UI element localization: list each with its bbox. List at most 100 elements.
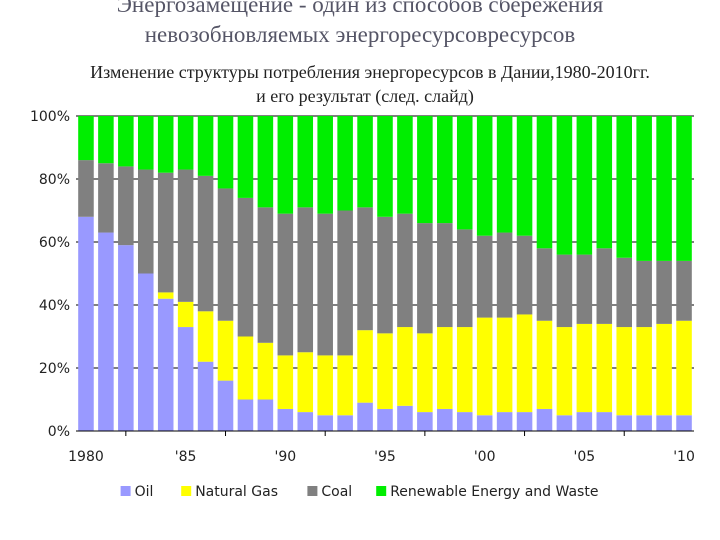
bar-segment-coal-1982 (118, 166, 134, 246)
bar-segment-renewable-energy-and-waste-1991 (297, 116, 314, 208)
bar-segment-oil-2006 (596, 412, 613, 431)
bar-segment-renewable-energy-and-waste-1984 (157, 116, 174, 173)
bar-segment-natural-gas-2010 (676, 320, 692, 416)
bar-segment-natural-gas-2008 (636, 327, 652, 416)
bar-segment-oil-2007 (616, 415, 633, 431)
bar-segment-renewable-energy-and-waste-1981 (98, 116, 114, 164)
legend-label: Coal (321, 484, 352, 500)
bar-segment-natural-gas-1994 (357, 330, 373, 403)
bar-segment-oil-1989 (257, 399, 274, 431)
bar-segment-natural-gas-1999 (456, 327, 473, 413)
bar-segment-oil-2004 (556, 415, 573, 431)
bar-segment-natural-gas-1989 (257, 342, 274, 400)
bar-segment-coal-2007 (616, 257, 633, 328)
legend-swatch (181, 486, 192, 496)
bar-segment-coal-2009 (656, 260, 672, 324)
bar-segment-coal-2004 (556, 254, 573, 328)
bar-segment-oil-2000 (476, 415, 493, 431)
bar-segment-renewable-energy-and-waste-1989 (257, 116, 274, 208)
bar-segment-natural-gas-2001 (496, 317, 513, 413)
bar-segment-oil-1996 (397, 405, 413, 431)
bar-segment-renewable-energy-and-waste-1982 (118, 116, 134, 167)
bar-segment-natural-gas-2007 (616, 327, 633, 416)
bar-segment-oil-1995 (377, 408, 393, 431)
bar-segment-coal-1987 (217, 188, 234, 321)
bar-segment-renewable-energy-and-waste-1990 (277, 116, 294, 214)
bar-segment-coal-1989 (257, 207, 274, 343)
bar-segment-coal-1991 (297, 207, 314, 353)
x-tick-label: '90 (274, 449, 296, 465)
y-tick-label: 80% (39, 172, 70, 188)
y-tick-label: 0% (48, 424, 70, 440)
legend-label: Natural Gas (195, 484, 278, 500)
bar-segment-natural-gas-1995 (377, 333, 393, 409)
bar-segment-coal-2001 (496, 232, 513, 318)
bar-segment-oil-1991 (297, 412, 314, 431)
x-tick-label: '00 (474, 449, 496, 465)
bar-segment-renewable-energy-and-waste-1985 (177, 116, 194, 170)
bar-segment-coal-2008 (636, 260, 652, 328)
bar-segment-coal-1992 (317, 213, 333, 356)
bar-segment-natural-gas-1991 (297, 352, 314, 413)
bar-segment-renewable-energy-and-waste-1980 (78, 116, 94, 161)
bar-segment-coal-2006 (596, 248, 613, 324)
bar-segment-renewable-energy-and-waste-2007 (616, 116, 633, 258)
bar-segment-oil-1980 (78, 216, 94, 431)
bar-segment-coal-2005 (576, 254, 593, 324)
bar-segment-natural-gas-2000 (476, 317, 493, 416)
bar-segment-coal-2010 (676, 260, 692, 321)
x-tick-label: '95 (374, 449, 396, 465)
bar-segment-coal-1981 (98, 163, 114, 233)
bar-segment-natural-gas-1993 (337, 355, 353, 416)
bar-segment-oil-1993 (337, 415, 353, 431)
bar-segment-natural-gas-2003 (536, 320, 553, 409)
chart-subtitle-line2: и его результат (след. слайд) (256, 86, 474, 106)
x-tick-label: '85 (175, 449, 197, 465)
y-tick-label: 100% (30, 109, 70, 125)
bar-segment-oil-2003 (536, 408, 553, 431)
legend: Oil Natural Gas Coal Renewable Energy and W… (120, 484, 598, 500)
bar-segment-oil-2009 (656, 415, 672, 431)
x-tick-label: '05 (574, 449, 596, 465)
bar-segment-oil-1985 (177, 327, 194, 431)
bar-segment-natural-gas-1996 (397, 327, 413, 406)
bar-segment-natural-gas-2004 (556, 327, 573, 416)
bar-segment-renewable-energy-and-waste-1993 (337, 116, 353, 211)
bar-segment-oil-2008 (636, 415, 652, 431)
bar-segment-oil-1983 (137, 273, 154, 431)
bar-segment-coal-1988 (237, 197, 254, 337)
bar-segment-oil-1988 (237, 399, 254, 431)
bar-segment-renewable-energy-and-waste-1997 (417, 116, 433, 224)
bar-segment-renewable-energy-and-waste-1994 (357, 116, 373, 208)
bar-segment-oil-1998 (437, 408, 453, 431)
bar-segment-natural-gas-1988 (237, 336, 254, 400)
legend-swatch (376, 486, 387, 496)
bar-segment-oil-1994 (357, 402, 373, 431)
y-tick-label: 40% (39, 298, 70, 314)
bar-segment-oil-2001 (496, 412, 513, 431)
bar-segment-coal-1996 (397, 213, 413, 328)
bar-segment-coal-1984 (157, 172, 174, 293)
bar-segment-renewable-energy-and-waste-2006 (596, 116, 613, 249)
bar-segment-coal-1998 (437, 223, 453, 328)
bar-segment-natural-gas-1984 (157, 292, 174, 299)
bar-segment-natural-gas-2009 (656, 323, 672, 416)
bar-segment-natural-gas-1987 (217, 320, 234, 381)
bar-segment-renewable-energy-and-waste-2009 (656, 116, 672, 261)
legend-label: Renewable Energy and Waste (390, 484, 598, 500)
bar-segment-renewable-energy-and-waste-1999 (456, 116, 473, 230)
bar-segment-coal-2000 (476, 235, 493, 318)
bar-segment-oil-1997 (417, 412, 433, 431)
bar-segment-coal-1997 (417, 223, 433, 334)
x-tick-label: 1980 (68, 449, 104, 465)
bar-segment-coal-2002 (516, 235, 533, 315)
bar-segment-natural-gas-2005 (576, 323, 593, 413)
bar-segment-oil-2010 (676, 415, 692, 431)
bar-segment-renewable-energy-and-waste-2003 (536, 116, 553, 249)
bar-segment-renewable-energy-and-waste-2008 (636, 116, 652, 261)
legend-label: Oil (135, 484, 154, 500)
y-tick-label: 20% (39, 361, 70, 377)
bar-segment-renewable-energy-and-waste-1992 (317, 116, 333, 214)
legend-swatch (307, 486, 318, 496)
